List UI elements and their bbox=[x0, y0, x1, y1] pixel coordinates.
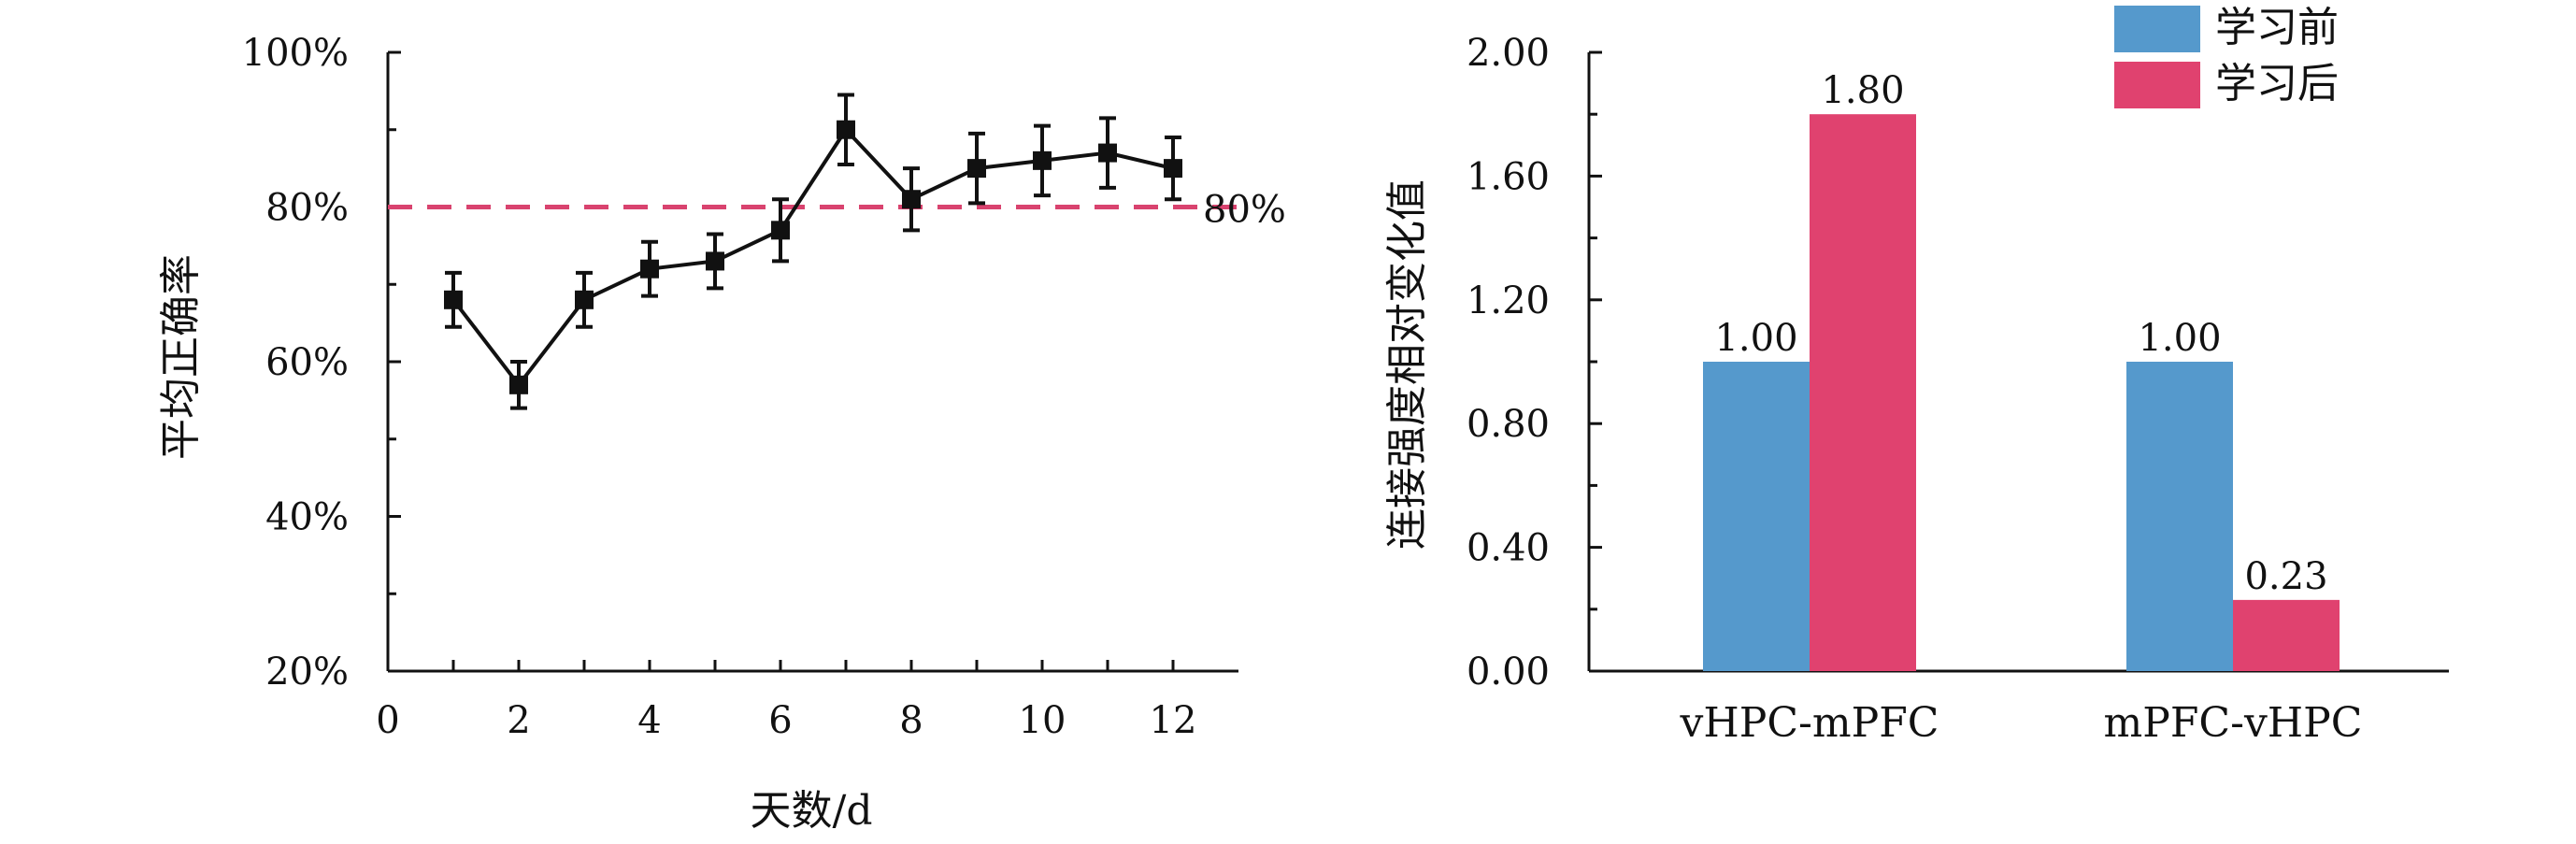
reference-line-label: 80% bbox=[1203, 189, 1286, 232]
x-tick-label: 10 bbox=[1019, 699, 1066, 742]
bars bbox=[1703, 114, 2340, 671]
x-tick-label: 8 bbox=[899, 699, 923, 742]
data-point bbox=[509, 375, 528, 394]
x-tick-label: 4 bbox=[637, 699, 661, 742]
line-chart-x-tick-labels: 0 2 4 6 8 10 12 bbox=[376, 699, 1196, 742]
x-tick-label: 6 bbox=[768, 699, 792, 742]
legend-swatch-after bbox=[2114, 62, 2200, 108]
line-chart-y-tick-labels: 20% 40% 60% 80% 100% bbox=[242, 32, 349, 694]
bar-chart-y-tick-labels: 0.00 0.40 0.80 1.20 1.60 2.00 bbox=[1467, 32, 1550, 694]
legend: 学习前 学习后 bbox=[2114, 4, 2339, 108]
accuracy-line-chart: 80% 0 2 4 6 8 10 12 20% 40% 60% 80% 100% 天数/d 平均正确… bbox=[157, 32, 1286, 835]
bar-value-label: 1.80 bbox=[1821, 69, 1904, 112]
category-label: vHPC-mPFC bbox=[1680, 699, 1939, 747]
x-axis-label: 天数/d bbox=[751, 787, 873, 835]
data-point bbox=[640, 259, 659, 279]
data-point bbox=[1164, 159, 1182, 179]
bar-y-tick-label: 2.00 bbox=[1467, 32, 1550, 75]
y-tick-label: 60% bbox=[265, 341, 349, 384]
legend-label-after: 学习后 bbox=[2215, 60, 2339, 107]
data-point bbox=[1033, 150, 1052, 170]
data-point bbox=[902, 190, 921, 209]
legend-swatch-before bbox=[2114, 6, 2200, 52]
bar-value-label: 1.00 bbox=[2138, 317, 2221, 360]
data-point bbox=[837, 120, 855, 139]
bar-y-axis-label: 连接强度相对变化值 bbox=[1383, 179, 1431, 550]
connectivity-bar-chart: 1.00 1.80 1.00 0.23 0.00 0.40 0.80 1.20 1.60 2.0… bbox=[1383, 4, 2449, 747]
y-tick-label: 40% bbox=[265, 496, 349, 539]
bar bbox=[1810, 114, 1916, 671]
y-axis-label: 平均正确率 bbox=[157, 254, 205, 460]
y-tick-label: 100% bbox=[242, 32, 349, 75]
bar-value-label: 0.23 bbox=[2244, 555, 2327, 598]
data-point bbox=[575, 290, 594, 309]
bar-category-labels: vHPC-mPFC mPFC-vHPC bbox=[1680, 699, 2363, 747]
accuracy-series-line bbox=[451, 126, 1174, 389]
y-tick-label: 80% bbox=[265, 187, 349, 230]
bar-value-label: 1.00 bbox=[1714, 317, 1797, 360]
x-tick-label: 0 bbox=[376, 699, 399, 742]
data-point bbox=[444, 290, 463, 309]
bar-chart-ticks bbox=[1589, 50, 1602, 673]
line-chart-ticks bbox=[388, 50, 1175, 673]
data-point bbox=[706, 251, 724, 271]
bar bbox=[2126, 362, 2233, 671]
category-label: mPFC-vHPC bbox=[2104, 699, 2363, 747]
bar-y-tick-label: 0.40 bbox=[1467, 527, 1550, 570]
data-point bbox=[1098, 143, 1117, 163]
y-tick-label: 20% bbox=[265, 651, 349, 694]
x-tick-label: 2 bbox=[507, 699, 530, 742]
legend-label-before: 学习前 bbox=[2215, 4, 2339, 51]
bar-y-tick-label: 0.00 bbox=[1467, 651, 1550, 694]
bar-y-tick-label: 0.80 bbox=[1467, 403, 1550, 446]
bar bbox=[2233, 599, 2340, 671]
bar-value-labels: 1.00 1.80 1.00 0.23 bbox=[1714, 69, 2327, 598]
accuracy-points bbox=[444, 120, 1182, 394]
data-point bbox=[771, 221, 790, 240]
bar-y-tick-label: 1.60 bbox=[1467, 155, 1550, 198]
data-point bbox=[967, 159, 986, 179]
x-tick-label: 12 bbox=[1150, 699, 1197, 742]
error-bars bbox=[445, 93, 1181, 410]
bar bbox=[1703, 362, 1810, 671]
bar-y-tick-label: 1.20 bbox=[1467, 279, 1550, 322]
